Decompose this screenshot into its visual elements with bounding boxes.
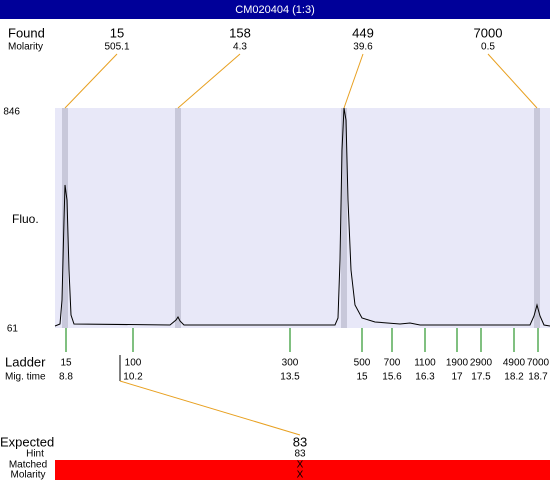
ladder-size: 700 xyxy=(384,358,401,369)
found-molarity: 39.6 xyxy=(353,42,373,53)
found-molarity: 4.3 xyxy=(233,42,247,53)
expected-value: 83 xyxy=(293,434,307,449)
ladder-time: 8.8 xyxy=(59,372,73,383)
ladder-time: 18.2 xyxy=(504,372,524,383)
ladder-time: 15 xyxy=(356,372,368,383)
expected-label: Expected xyxy=(0,434,54,449)
ladder-size: 100 xyxy=(125,358,142,369)
ladder-time: 15.6 xyxy=(382,372,402,383)
ladder-size: 1100 xyxy=(414,358,436,369)
hint-label: Hint xyxy=(26,449,44,460)
found-size: 7000 xyxy=(474,25,503,40)
trace xyxy=(54,107,550,327)
match-bar xyxy=(55,460,550,480)
hint-value: 83 xyxy=(294,449,306,460)
ladder-size: 2900 xyxy=(470,358,493,369)
molarity-label: Molarity xyxy=(8,42,43,53)
title-bar xyxy=(0,0,550,19)
found-molarity: 0.5 xyxy=(481,42,495,53)
molarity-row-value: X xyxy=(297,470,304,480)
matched-label: Matched xyxy=(9,460,47,471)
ladder-time: 16.3 xyxy=(415,372,435,383)
ladder-time: 18.7 xyxy=(528,372,548,383)
ladder-size: 15 xyxy=(60,358,72,369)
y-min-label: 61 xyxy=(7,324,19,335)
found-size: 449 xyxy=(352,25,374,40)
ladder-label: Ladder xyxy=(5,354,46,369)
window-title: CM020404 (1:3) xyxy=(235,4,315,16)
found-size: 15 xyxy=(110,25,124,40)
found-label: Found xyxy=(8,25,45,40)
found-molarity: 505.1 xyxy=(104,42,129,53)
ladder-size: 7000 xyxy=(527,358,550,369)
y-max-label: 846 xyxy=(3,107,20,118)
ladder-size: 300 xyxy=(282,358,299,369)
ladder-size: 500 xyxy=(354,358,371,369)
plot-area xyxy=(55,108,550,328)
ladder-size: 1900 xyxy=(446,358,469,369)
peak-bands xyxy=(62,108,540,328)
y-axis-label: Fluo. xyxy=(12,212,39,226)
migtime-label: Mig. time xyxy=(5,372,46,383)
ladder-time: 10.2 xyxy=(123,372,143,383)
ladder-time: 17 xyxy=(451,372,463,383)
molarity-row-label: Molarity xyxy=(10,470,45,480)
ladder-time: 17.5 xyxy=(471,372,491,383)
ladder-time: 13.5 xyxy=(280,372,300,383)
found-size: 158 xyxy=(229,25,251,40)
found-leaders xyxy=(64,53,538,109)
expected-leader xyxy=(119,380,301,436)
matched-value: X xyxy=(297,460,304,471)
ladder-size: 4900 xyxy=(503,358,526,369)
